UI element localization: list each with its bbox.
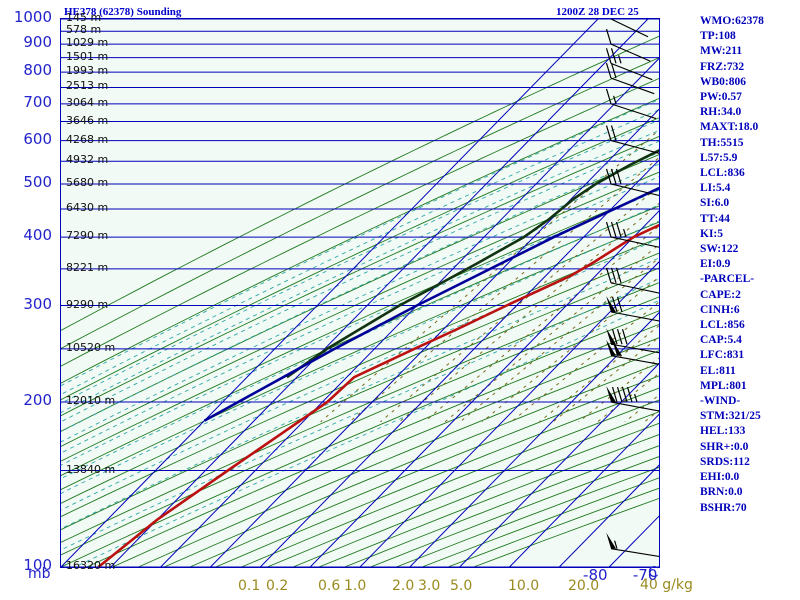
stat-tt: TT:44 (700, 212, 730, 225)
stat-mpl: MPL:801 (700, 379, 747, 392)
stat-wb0: WB0:806 (700, 75, 746, 88)
stat-l57: L57:5.9 (700, 151, 738, 164)
height-label-8: 5680 m (66, 175, 109, 189)
pressure-unit-label: mb (28, 566, 51, 582)
stat-ki: KI:5 (700, 227, 723, 240)
temperature-tick--70: -70 (632, 566, 658, 584)
page-title: HE378 (62378) Sounding (64, 6, 182, 18)
height-label-14: 1993 m (66, 64, 109, 78)
stat-th: TH:5515 (700, 136, 744, 149)
pressure-tick-200: 200 (23, 391, 52, 410)
height-label-9: 4932 m (66, 153, 109, 167)
height-label-5: 8221 m (66, 260, 109, 274)
stat-lfc: LFC:831 (700, 349, 745, 362)
height-label-13: 2513 m (66, 79, 109, 93)
skewt-svg (61, 19, 659, 567)
skewt-plot-area[interactable] (60, 18, 660, 568)
height-label-10: 4268 m (66, 132, 109, 146)
mixing-ratio-tick-20.0: 20.0 (568, 578, 600, 594)
height-label-17: 578 m (66, 23, 102, 37)
height-label-18: 145 m (66, 11, 102, 24)
stat-cape: CAPE:2 (700, 288, 741, 301)
stat-hel: HEL:133 (700, 425, 746, 438)
stat-shr: SHR+:0.0 (700, 440, 749, 453)
pressure-tick-600: 600 (23, 129, 52, 148)
height-label-12: 3064 m (66, 95, 109, 109)
mixing-ratio-tick-0.2: 0.2 (266, 578, 289, 594)
stat-sw: SW:122 (700, 243, 739, 256)
stat-mw: MW:211 (700, 45, 743, 58)
pressure-tick-300: 300 (23, 294, 52, 313)
height-label-7: 6430 m (66, 201, 109, 215)
mixing-ratio-tick-5.0: 5.0 (450, 578, 473, 594)
stat-lcl: LCL:856 (700, 319, 745, 332)
temperature-unit-label: C (648, 563, 659, 581)
stat-bshr: BSHR:70 (700, 501, 747, 514)
stat-si: SI:6.0 (700, 197, 730, 210)
mixing-ratio-tick-2.0: 2.0 (392, 578, 415, 594)
height-label-16: 1029 m (66, 36, 109, 50)
stat-lcl: LCL:836 (700, 167, 745, 180)
stat-pw: PW:0.57 (700, 91, 742, 104)
stat-li: LI:5.4 (700, 182, 731, 195)
temperature-tick--80: -80 (583, 566, 608, 584)
pressure-tick-700: 700 (23, 92, 52, 111)
height-label-3: 10520 m (66, 340, 116, 354)
pressure-tick-900: 900 (23, 33, 52, 52)
stat-cinh: CINH:6 (700, 303, 740, 316)
mixing-ratio-unit-label: 40 g/kg (640, 577, 693, 593)
pressure-tick-1000: 1000 (13, 8, 52, 26)
height-label-15: 1501 m (66, 49, 109, 63)
sounding-timestamp: 1200Z 28 DEC 25 (556, 6, 639, 18)
stat-ei: EI:0.9 (700, 258, 731, 271)
height-label-4: 9290 m (66, 297, 109, 311)
stat-srds: SRDS:112 (700, 455, 750, 468)
stat-el: EL:811 (700, 364, 736, 377)
height-label-6: 7290 m (66, 229, 109, 243)
mixing-ratio-tick-0.1: 0.1 (238, 578, 261, 594)
mixing-ratio-tick-0.6: 0.6 (318, 578, 341, 594)
stat-tp: TP:108 (700, 30, 736, 43)
stat-brn: BRN:0.0 (700, 486, 743, 499)
height-label-11: 3646 m (66, 113, 109, 127)
stat-wind: -WIND- (700, 395, 741, 408)
pressure-tick-800: 800 (23, 61, 52, 80)
height-label-2: 12010 m (66, 394, 116, 408)
stat-stm: STM:321/25 (700, 410, 761, 423)
stat-maxt: MAXT:18.0 (700, 121, 759, 134)
stat-rh: RH:34.0 (700, 106, 742, 119)
pressure-tick-100: 100 (23, 556, 52, 574)
sounding-stats-panel: WMO:62378 TP:108 MW:211 FRZ:732 WB0:806 PW:0.… (700, 14, 800, 516)
stat-cap: CAP:5.4 (700, 334, 742, 347)
stat-wmo: WMO:62378 (700, 15, 764, 27)
pressure-tick-500: 500 (23, 172, 52, 191)
height-label-1: 13840 m (66, 462, 116, 476)
stat-parcel: -PARCEL- (700, 273, 755, 286)
mixing-ratio-tick-10.0: 10.0 (508, 578, 540, 594)
pressure-tick-400: 400 (23, 226, 52, 245)
mixing-ratio-tick-3.0: 3.0 (418, 578, 441, 594)
stat-frz: FRZ:732 (700, 60, 745, 73)
mixing-ratio-tick-1.0: 1.0 (344, 578, 367, 594)
height-label-0: 16320 m (66, 559, 116, 572)
stat-ehi: EHI:0.0 (700, 471, 740, 484)
